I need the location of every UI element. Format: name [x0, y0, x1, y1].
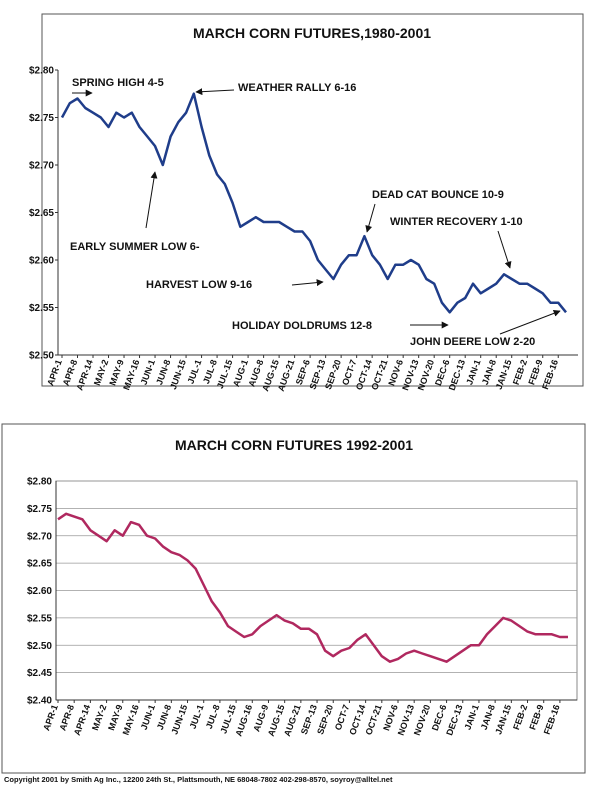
y-tick-label: $2.65	[27, 559, 52, 570]
annotation: EARLY SUMMER LOW 6-	[70, 241, 200, 253]
arrow	[497, 230, 512, 269]
y-tick-label: $2.75	[29, 113, 54, 124]
y-tick-label: $2.50	[29, 351, 54, 362]
y-tick-label: $2.65	[29, 208, 54, 219]
arrow	[499, 309, 561, 335]
arrow	[145, 171, 158, 229]
annotation: DEAD CAT BOUNCE 10-9	[372, 189, 504, 201]
annotation: SPRING HIGH 4-5	[72, 77, 164, 89]
arrow	[365, 203, 376, 233]
price-line	[57, 512, 568, 663]
annotation: HARVEST LOW 9-16	[146, 279, 252, 291]
y-tick-label: $2.60	[29, 256, 54, 267]
arrow	[195, 88, 235, 96]
y-tick-label: $2.75	[27, 504, 52, 515]
chart-title: MARCH CORN FUTURES 1992-2001	[175, 437, 413, 453]
arrow	[291, 279, 324, 287]
annotation: JOHN DEERE LOW 2-20	[410, 336, 535, 348]
chart: $2.50$2.55$2.60$2.65$2.70$2.75$2.80APR-1…	[29, 66, 578, 393]
y-tick-label: $2.70	[27, 531, 52, 542]
y-tick-label: $2.80	[27, 477, 52, 488]
annotation: WEATHER RALLY 6-16	[238, 82, 356, 94]
y-tick-label: $2.40	[27, 696, 52, 707]
y-tick-label: $2.55	[27, 613, 52, 624]
annotations: SPRING HIGH 4-5 WEATHER RALLY 6-16 EARLY…	[70, 77, 561, 348]
y-tick-label: $2.45	[27, 668, 52, 679]
chart: $2.40 $2.45 $2.50 $2.55 $2.60 $2.65 $2.70 $2.75…	[27, 477, 578, 738]
annotation: HOLIDAY DOLDRUMS 12-8	[232, 320, 372, 332]
price-line	[60, 92, 567, 314]
y-tick-label: $2.50	[27, 641, 52, 652]
y-tick-label: $2.60	[27, 586, 52, 597]
y-tick-label: $2.55	[29, 303, 54, 314]
plot-area	[58, 70, 578, 355]
footer: Copyright 2001 by Smith Ag Inc., 12200 2…	[4, 775, 393, 784]
y-tick-label: $2.70	[29, 161, 54, 172]
chart-title: MARCH CORN FUTURES,1980-2001	[193, 25, 431, 41]
y-tick-label: $2.80	[29, 66, 54, 77]
annotation: WINTER RECOVERY 1-10	[390, 216, 523, 228]
